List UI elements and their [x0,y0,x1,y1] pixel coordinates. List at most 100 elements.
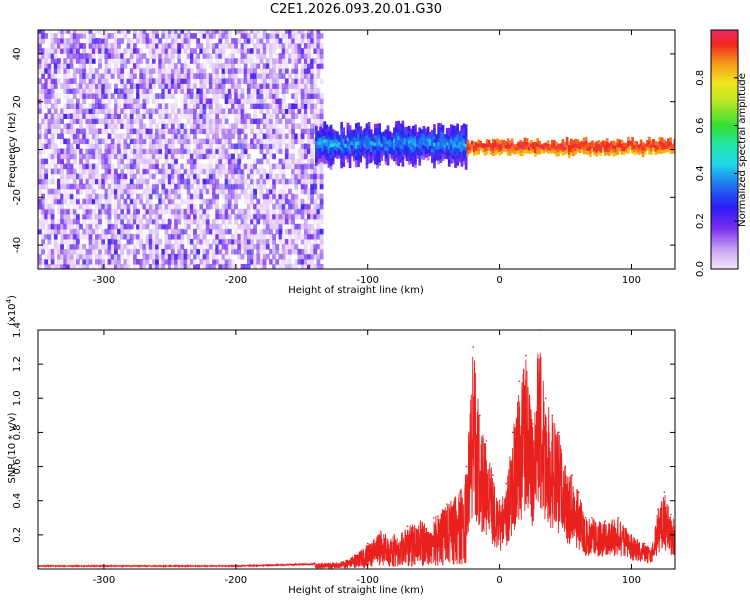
heatmap-cell [284,30,289,34]
heatmap-cell [342,148,346,153]
heatmap-cell [193,143,197,150]
heatmap-cell [142,78,147,84]
heatmap-cell [253,133,257,140]
heatmap-cell [307,259,311,265]
heatmap-cell [342,162,346,167]
heatmap-cell [325,138,329,143]
heatmap-cell [199,73,204,79]
heatmap-cell [205,213,210,220]
heatmap-cell [319,198,324,205]
heatmap-cell [231,83,235,89]
snr-data-point [577,491,580,494]
heatmap-cell [66,78,71,84]
heatmap-cell [281,128,286,135]
heatmap-cell [450,145,453,150]
heatmap-cell [601,140,605,145]
heatmap-cell [151,228,156,235]
heatmap-cell [85,83,90,89]
heatmap-cell [174,213,178,220]
heatmap-cell [224,33,229,39]
heatmap-cell [196,264,201,269]
heatmap-cell [161,78,166,84]
heatmap-cell [288,108,292,114]
heatmap-cell [593,146,596,152]
heatmap-cell [319,213,324,220]
heatmap-cell [63,148,68,155]
heatmap-cell [158,148,163,155]
heatmap-cell [317,144,320,149]
heatmap-cell [151,178,156,185]
heatmap-cell [272,253,276,260]
heatmap-cell [53,108,58,114]
heatmap-cell [88,243,93,250]
heatmap-cell [98,213,102,220]
heatmap-cell [53,223,58,230]
heatmap-cell [180,233,185,240]
heatmap-cell [196,98,201,104]
heatmap-cell [85,253,90,260]
heatmap-cell [145,38,150,44]
heatmap-cell [98,233,102,240]
heatmap-cell [60,213,64,220]
heatmap-cell [246,243,251,250]
heatmap-cell [240,253,245,260]
heatmap-cell [107,238,112,245]
heatmap-cell [95,198,99,205]
heatmap-cell [120,93,125,99]
heatmap-cell [129,98,134,104]
heatmap-cell [284,198,289,205]
heatmap-cell [352,157,356,162]
heatmap-cell [294,233,299,240]
heatmap-cell [253,63,257,69]
heatmap-cell [174,223,178,230]
heatmap-cell [208,183,213,190]
heatmap-cell [205,113,210,119]
heatmap-cell [291,108,295,114]
heatmap-cell [148,88,153,94]
heatmap-cell [673,138,675,143]
heatmap-cell [227,193,232,200]
heatmap-cell [199,233,204,240]
heatmap-cell [307,68,311,74]
heatmap-cell [409,149,413,154]
heatmap-cell [133,63,137,69]
heatmap-cell [265,138,270,145]
heatmap-cell [120,58,125,64]
heatmap-cell [313,58,318,64]
heatmap-cell [212,183,216,190]
heatmap-cell [47,98,52,104]
heatmap-cell [50,113,55,119]
heatmap-cell [253,68,257,74]
heatmap-cell [284,68,289,74]
heatmap-cell [63,138,68,145]
heatmap-cell [319,178,324,185]
heatmap-cell [319,130,322,135]
heatmap-cell [60,238,64,245]
heatmap-cell [199,213,204,220]
heatmap-cell [253,118,257,124]
heatmap-cell [218,123,223,129]
heatmap-cell [357,155,360,160]
heatmap-cell [272,238,276,245]
heatmap-cell [57,188,61,195]
heatmap-cell [202,138,207,145]
heatmap-cell [76,33,80,39]
heatmap-cell [212,53,216,59]
heatmap-cell [155,98,159,104]
heatmap-cell [41,203,45,210]
heatmap-cell [148,264,153,269]
heatmap-cell [231,183,235,190]
heatmap-cell [281,193,286,200]
heatmap-cell [346,158,350,163]
heatmap-cell [129,203,134,210]
heatmap-cell [164,78,169,84]
heatmap-cell [60,158,64,165]
heatmap-cell [359,126,362,131]
heatmap-cell [307,158,311,165]
heatmap-cell [297,233,302,240]
snr-data-point [663,491,666,494]
heatmap-cell [76,188,80,195]
heatmap-cell [199,63,204,69]
heatmap-cell [180,33,185,39]
heatmap-cell [646,146,649,151]
